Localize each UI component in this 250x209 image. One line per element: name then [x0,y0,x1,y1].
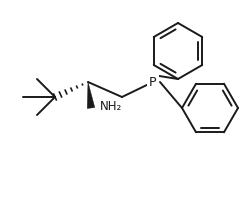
Text: P: P [149,75,157,88]
Text: NH₂: NH₂ [100,99,122,112]
Polygon shape [87,82,95,108]
